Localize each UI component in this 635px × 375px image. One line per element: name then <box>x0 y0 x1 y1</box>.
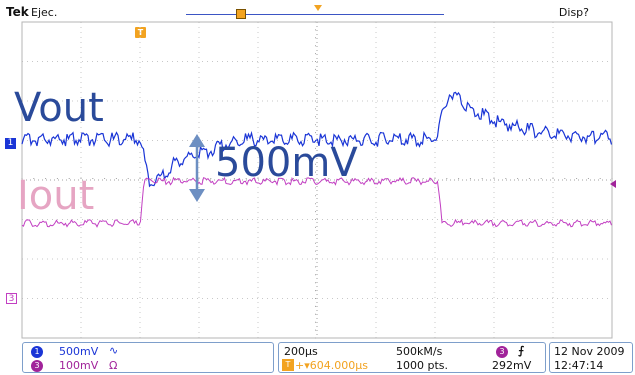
ch1-coupling-icon: ∿ <box>109 344 119 357</box>
ch3-ground-marker-icon[interactable]: 3 <box>6 293 17 304</box>
ch1-scale: 500mV <box>59 345 99 358</box>
trigger-source-badge-icon: 3 <box>496 346 508 358</box>
trigger-slope-icon: ⨍ <box>518 344 525 357</box>
scope-display[interactable] <box>0 0 635 342</box>
ch3-badge-icon: 3 <box>31 360 43 372</box>
ch3-level-marker-icon <box>610 180 616 188</box>
trigger-position: +▾604.000µs <box>295 359 368 372</box>
trigger-level: 292mV <box>492 359 532 372</box>
run-state-label: Ejec. <box>31 6 58 19</box>
delta-arrow-icon <box>189 134 205 202</box>
clock-time: 12:47:14 <box>554 359 604 372</box>
delta-annotation: 500mV <box>215 140 358 186</box>
iout-annotation: Iout <box>17 173 95 219</box>
record-length: 1000 pts. <box>396 359 449 372</box>
time-per-div: 200µs <box>284 345 318 358</box>
ch3-iout-trace <box>21 176 612 228</box>
ch1-vout-trace <box>21 91 613 188</box>
ch1-badge-icon: 1 <box>31 346 43 358</box>
top-status-bar: Tek Ejec. Disp? <box>0 0 635 22</box>
trigger-position-badge-icon: T <box>282 359 294 371</box>
channel-readout-panel[interactable]: 1 500mV ∿ 3 100mV Ω <box>22 342 274 373</box>
ch3-impedance-icon: Ω <box>109 359 118 372</box>
bottom-readout-bar: 1 500mV ∿ 3 100mV Ω 200µs 500kM/s T +▾60… <box>0 342 635 375</box>
clock-date: 12 Nov 2009 <box>554 345 625 358</box>
sample-rate: 500kM/s <box>396 345 443 358</box>
record-length-bar <box>186 14 444 15</box>
clock-panel: 12 Nov 2009 12:47:14 <box>549 342 633 373</box>
ch3-scale: 100mV <box>59 359 99 372</box>
record-window-icon[interactable] <box>236 9 246 19</box>
timebase-trigger-panel[interactable]: 200µs 500kM/s T +▾604.000µs 1000 pts. 3 … <box>278 342 546 373</box>
brand-label: Tek <box>6 5 29 19</box>
trigger-position-icon <box>314 5 322 11</box>
vout-annotation: Vout <box>14 85 104 131</box>
display-status-label: Disp? <box>558 6 589 19</box>
ch1-ground-marker-icon[interactable]: 1 <box>5 138 16 149</box>
